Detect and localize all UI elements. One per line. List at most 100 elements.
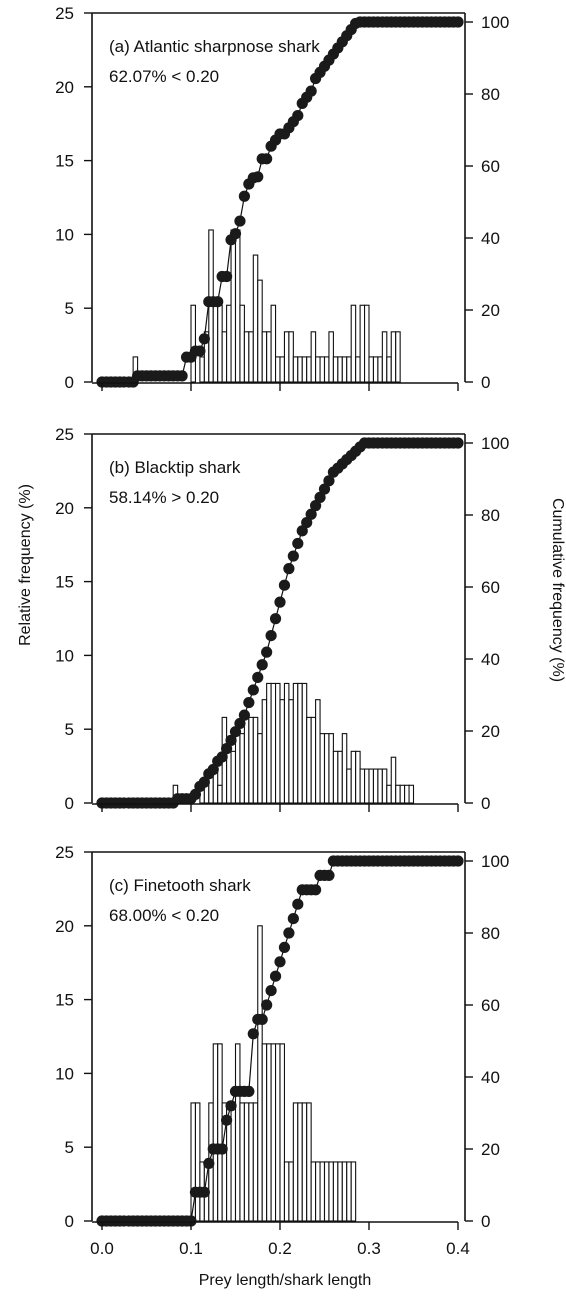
histogram-bar <box>248 1102 254 1222</box>
histogram-bar <box>319 733 326 804</box>
histogram-bar <box>381 768 388 804</box>
cumulative-point <box>287 913 299 925</box>
chart-panel-c: 0 5 10 15 20 25 0 20 40 60 80 100 0.0 0.1 0.2 0.3 0.4 (c)… <box>55 843 509 1258</box>
cumulative-point <box>216 751 228 763</box>
histogram-bar <box>288 1161 294 1222</box>
y-tick-label: 25 <box>55 4 74 23</box>
y2-tick-label: 60 <box>481 996 500 1015</box>
cumulative-point <box>256 1013 268 1025</box>
histogram-bar <box>243 716 250 804</box>
cumulative-point <box>452 437 464 449</box>
histogram-bar <box>279 356 285 383</box>
histogram-bar <box>217 784 223 804</box>
cumulative-point <box>176 370 188 382</box>
y-tick-label: 15 <box>55 573 74 592</box>
chart-panel-a: 0 5 10 15 20 25 0 20 40 60 80 100 (a) Atlantic sharp… <box>55 4 509 392</box>
y-axis-left-label: Relative frequency (%) <box>17 484 34 646</box>
histogram-bar <box>350 1161 357 1222</box>
histogram-bar <box>341 356 348 383</box>
cumulative-point <box>194 345 206 357</box>
histogram-bar <box>323 1161 330 1222</box>
y-tick-label: 5 <box>65 299 74 318</box>
histogram-bar <box>239 304 245 383</box>
cumulative-point <box>256 659 268 671</box>
cumulative-point <box>225 1100 237 1112</box>
y2-tick-label: 60 <box>481 578 500 597</box>
histogram-bar <box>386 356 392 383</box>
histogram-bar <box>359 768 366 804</box>
cumulative-point <box>221 1114 233 1126</box>
y-tick-label: 15 <box>55 991 74 1010</box>
histogram-bar <box>301 1102 308 1222</box>
histogram-bar <box>234 733 241 804</box>
histogram-bar <box>323 356 330 383</box>
histogram-bar <box>288 699 294 804</box>
cumulative-point <box>283 927 295 939</box>
y-tick-label: 0 <box>65 1212 74 1231</box>
histogram-bar <box>408 784 415 804</box>
cumulative-point <box>452 16 464 28</box>
histogram-bar <box>341 733 348 804</box>
cumulative-point <box>265 985 277 997</box>
histogram-bar <box>257 279 263 383</box>
histogram-bar <box>332 1161 339 1222</box>
histogram-bar <box>346 768 352 804</box>
histogram-bar <box>328 331 334 383</box>
histogram-bar <box>248 716 254 804</box>
cumulative-point <box>212 296 224 308</box>
histogram-bar <box>404 784 410 804</box>
cumulative-point <box>238 190 250 202</box>
histogram-bar <box>221 331 228 383</box>
x-axis-label: Prey length/shark length <box>199 1272 372 1289</box>
cumulative-point <box>265 630 277 642</box>
histogram-bar <box>386 784 392 804</box>
y2-tick-label: 100 <box>481 852 509 871</box>
histogram-bar <box>377 356 383 383</box>
histogram-bar <box>350 750 357 804</box>
histogram-bar <box>319 1161 326 1222</box>
cumulative-point <box>198 333 210 345</box>
histogram-bar <box>194 1102 201 1222</box>
histogram-bar <box>261 1043 268 1222</box>
histogram-bar <box>292 1102 299 1222</box>
histogram-bar <box>252 1102 259 1222</box>
y2-tick-label: 80 <box>481 85 500 104</box>
cumulative-point <box>234 215 246 227</box>
histogram-bar <box>363 304 370 383</box>
cumulative-point <box>274 596 286 608</box>
histogram-bar <box>266 331 272 383</box>
panel-subtitle: 58.14% > 0.20 <box>109 488 219 507</box>
histogram-bar <box>306 356 312 383</box>
histogram-bar <box>248 331 254 383</box>
y2-tick-label: 20 <box>481 301 500 320</box>
histogram-bar <box>243 1102 250 1222</box>
histogram-bar <box>243 331 250 383</box>
cumulative-point <box>310 500 322 512</box>
cumulative-point <box>269 613 282 625</box>
histogram-bar <box>252 254 259 383</box>
histogram-bar <box>217 304 223 383</box>
histogram-bar <box>368 356 374 383</box>
y-tick-label: 10 <box>55 1064 74 1083</box>
y-tick-label: 20 <box>55 499 74 518</box>
histogram-bar <box>390 756 397 804</box>
y2-tick-label: 0 <box>481 373 490 392</box>
histogram-bar <box>279 699 285 804</box>
histogram-bar <box>257 733 263 804</box>
histogram-bar <box>288 331 294 383</box>
histogram-bar <box>283 331 290 383</box>
x-tick-label: 0.2 <box>268 1239 292 1258</box>
x-tick-label: 0.0 <box>90 1239 114 1258</box>
histogram-bar <box>328 733 334 804</box>
histogram-bar <box>377 768 383 804</box>
cumulative-point <box>203 1157 215 1169</box>
histogram-bar <box>315 1161 321 1222</box>
cumulative-point <box>221 743 233 755</box>
histogram-bar <box>297 356 303 383</box>
cumulative-point <box>305 508 317 520</box>
cumulative-point <box>274 956 286 968</box>
histogram-bar <box>270 1043 277 1222</box>
y2-tick-label: 80 <box>481 924 500 943</box>
cumulative-point <box>261 153 273 165</box>
